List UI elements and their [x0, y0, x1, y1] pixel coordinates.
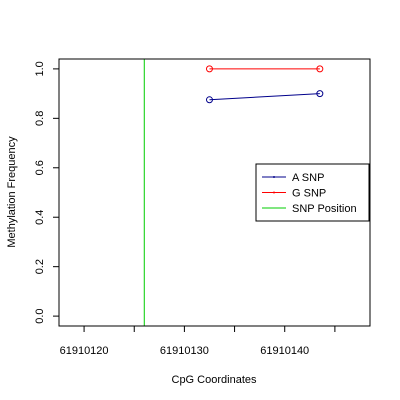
legend-marker-a-snp	[273, 176, 275, 178]
x-axis-title: CpG Coordinates	[172, 374, 257, 386]
y-tick-label: 0.6	[34, 160, 46, 175]
a-snp-line	[209, 93, 320, 101]
x-tick-label: 61910120	[60, 345, 109, 357]
g-snp-point	[205, 65, 213, 73]
legend: A SNP G SNP SNP Position	[255, 163, 370, 222]
legend-label-snp-position: SNP Position	[292, 203, 357, 215]
legend-label-g-snp: G SNP	[292, 188, 326, 200]
y-tick-label: 0.8	[34, 111, 46, 126]
plot-marks	[143, 59, 324, 326]
y-tick-label: 0.4	[34, 210, 46, 225]
y-axis: 0.0 0.2 0.4 0.6 0.8 1.0	[34, 61, 60, 324]
y-tick-label: 1.0	[34, 61, 46, 76]
legend-label-a-snp: A SNP	[292, 172, 324, 184]
x-tick-label: 61910130	[160, 345, 209, 357]
g-snp-point	[316, 65, 324, 73]
a-snp-point	[316, 90, 324, 98]
x-tick-label: 61910140	[260, 345, 309, 357]
x-axis: 61910120 61910130 61910140	[60, 325, 336, 357]
legend-marker-g-snp	[273, 191, 275, 194]
y-tick-label: 0.2	[34, 259, 46, 274]
y-axis-title: Methylation Frequency	[6, 136, 18, 248]
a-snp-point	[205, 96, 213, 104]
y-tick-label: 0.0	[34, 308, 46, 323]
